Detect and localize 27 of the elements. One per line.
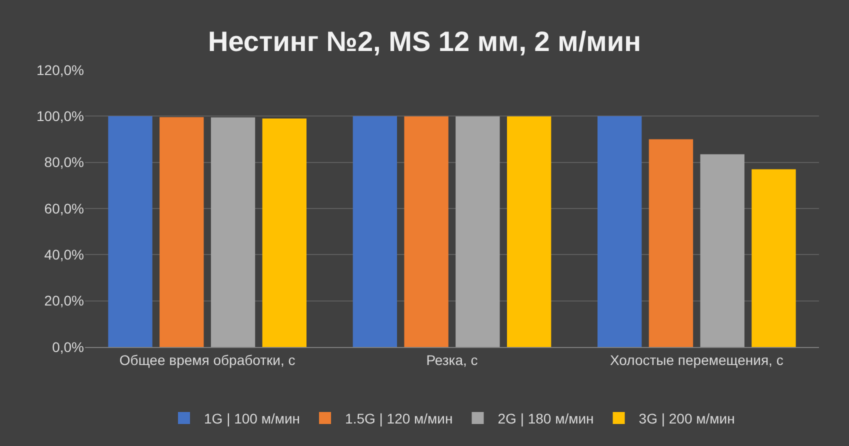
bar	[108, 116, 152, 347]
x-tick-label: Резка, с	[426, 352, 478, 368]
bar	[352, 116, 398, 347]
y-tick-label: 20,0%	[44, 292, 84, 309]
y-tick-label: 100,0%	[36, 108, 84, 124]
bar	[598, 116, 642, 347]
bar	[160, 117, 204, 347]
bar	[700, 154, 744, 347]
legend-label: 1.5G | 120 м/мин	[345, 410, 453, 426]
legend-label: 1G | 100 м/мин	[204, 410, 300, 426]
chart-title: Нестинг №2, MS 12 мм, 2 м/мин	[208, 26, 641, 57]
bar	[752, 169, 796, 347]
y-tick-label: 60,0%	[44, 200, 84, 216]
x-tick-label: Холостые перемещения, с	[610, 352, 784, 368]
legend-label: 2G | 180 м/мин	[498, 410, 594, 426]
bar	[506, 116, 552, 347]
x-tick-label: Общее время обработки, с	[119, 352, 296, 368]
bar	[262, 118, 306, 347]
y-tick-label: 80,0%	[44, 154, 84, 170]
bar	[456, 116, 500, 347]
y-tick-label: 40,0%	[44, 246, 84, 263]
legend-label: 3G | 200 м/мин	[638, 410, 735, 426]
y-tick-label: 0,0%	[52, 338, 84, 355]
bar	[210, 117, 256, 347]
bar	[404, 116, 448, 347]
y-tick-label: 120,0%	[36, 62, 84, 78]
bar	[648, 139, 694, 347]
